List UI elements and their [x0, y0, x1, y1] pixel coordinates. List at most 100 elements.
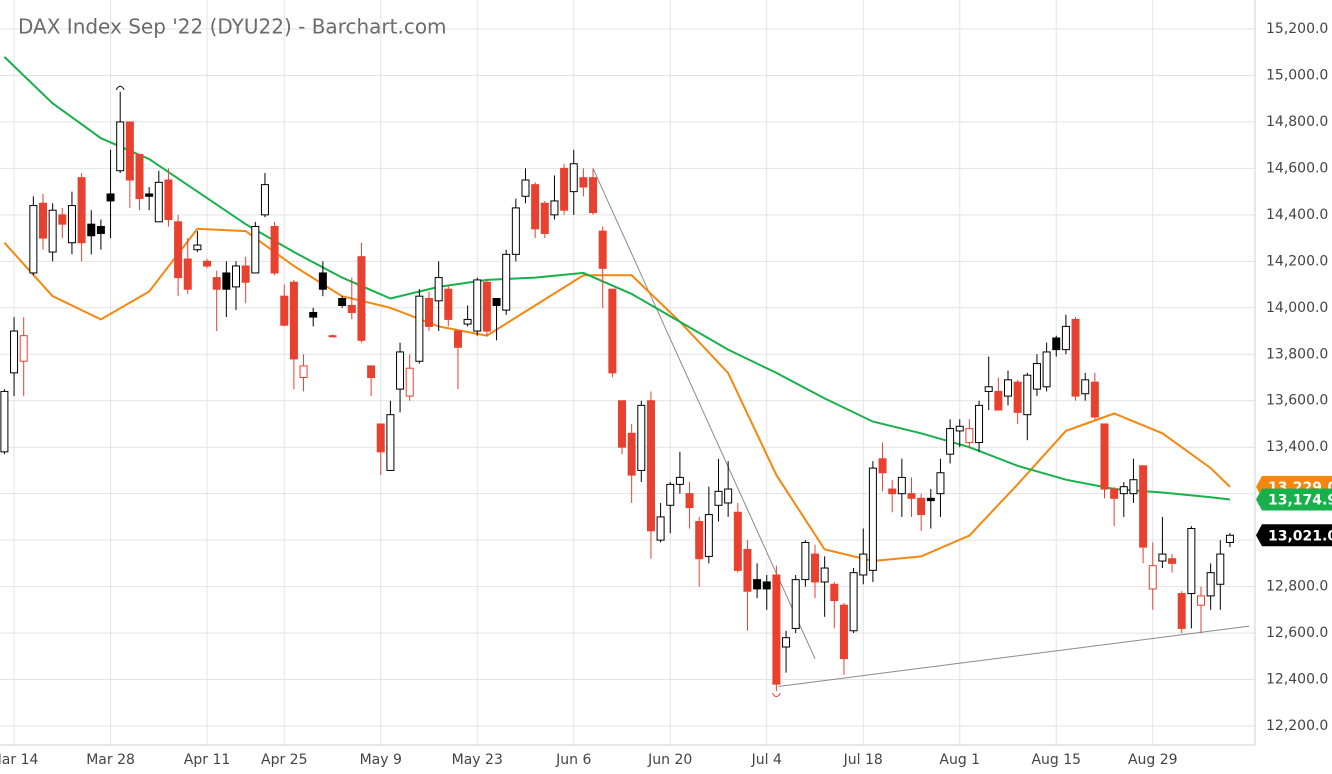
candle-body — [116, 121, 125, 172]
candle-body — [618, 400, 626, 448]
candle-body — [270, 225, 279, 274]
candle-body — [367, 365, 376, 378]
x-tick-label: Jul 4 — [751, 752, 782, 768]
candle-body — [1013, 381, 1022, 413]
x-tick-label: Aug 29 — [1128, 752, 1178, 768]
candle-body — [1216, 553, 1225, 585]
candle-body — [724, 488, 733, 504]
candle-body — [434, 277, 443, 302]
y-tick-label: 14,200.0 — [1266, 253, 1328, 269]
candle-body — [714, 490, 723, 506]
candle-body — [1197, 595, 1205, 606]
candle-body — [96, 225, 105, 234]
candle-body — [1042, 351, 1051, 388]
y-tick-label: 14,600.0 — [1266, 160, 1328, 176]
trend-line — [592, 168, 816, 659]
candle-body — [1052, 337, 1061, 351]
candle-body — [782, 637, 791, 648]
candle-body — [830, 583, 839, 602]
candle-body — [67, 205, 76, 244]
y-tick-label: 12,400.0 — [1266, 672, 1328, 688]
moving-average — [3, 56, 1231, 501]
candle-body — [473, 279, 482, 332]
candle-body — [48, 209, 57, 253]
candle-body — [1090, 381, 1099, 418]
candle-body — [502, 253, 511, 311]
candle-body — [241, 265, 250, 283]
candle-body — [598, 230, 607, 269]
candle-body — [386, 414, 395, 471]
candle-body — [376, 423, 385, 453]
candle-body — [125, 121, 134, 181]
candle-body — [936, 472, 945, 495]
candle-body — [868, 467, 877, 571]
candle-body — [926, 497, 935, 502]
y-tick-label: 13,800.0 — [1266, 346, 1328, 362]
candle-body — [791, 579, 800, 629]
candle-body — [695, 521, 704, 560]
candle-body — [704, 514, 713, 557]
candle-body — [965, 428, 974, 444]
candle-body — [531, 184, 540, 230]
candle-body — [733, 511, 742, 571]
x-tick-label: Mar 14 — [0, 752, 38, 768]
candle-body — [1032, 363, 1041, 390]
candle-body — [1100, 423, 1109, 490]
candle-body — [1061, 325, 1070, 351]
candle-body — [917, 497, 926, 516]
candle-body — [888, 488, 897, 495]
candle-body — [106, 193, 115, 202]
candle-body — [550, 200, 559, 216]
candle-body — [87, 223, 96, 237]
x-tick-label: Mar 28 — [86, 752, 135, 768]
candle-body — [646, 400, 655, 532]
candle-body — [1139, 465, 1148, 548]
y-tick-label: 13,600.0 — [1266, 393, 1328, 409]
candle-body — [955, 425, 964, 432]
candle-body — [1023, 374, 1032, 416]
candle-body — [569, 163, 578, 193]
candle-body — [820, 567, 829, 583]
candle-body — [946, 428, 955, 455]
candle-body — [666, 483, 675, 506]
price-tag-label: 13,174.9 — [1268, 492, 1332, 508]
candle-body — [444, 288, 453, 320]
candle-body — [135, 153, 144, 200]
candle-body — [328, 335, 337, 338]
y-tick-label: 14,800.0 — [1266, 114, 1328, 130]
axes: 12,200.012,400.012,600.012,800.013,000.0… — [0, 21, 1332, 768]
x-tick-label: Aug 15 — [1031, 752, 1081, 768]
y-tick-label: 13,400.0 — [1266, 439, 1328, 455]
candle-body — [637, 404, 646, 471]
price-tag-label: 13,021.0 — [1268, 528, 1332, 544]
candle-body — [685, 493, 694, 509]
candle-body — [579, 177, 588, 188]
y-tick-label: 12,600.0 — [1266, 625, 1328, 641]
candle-body — [1225, 534, 1234, 543]
y-tick-label: 12,200.0 — [1266, 718, 1328, 734]
candle-body — [675, 476, 684, 485]
candle-body — [1129, 479, 1138, 495]
x-tick-label: Jun 20 — [647, 752, 692, 768]
candle-body — [251, 225, 260, 274]
candle-body — [280, 295, 289, 326]
y-tick-label: 12,800.0 — [1266, 579, 1328, 595]
candle-body — [193, 244, 202, 251]
candle-body — [772, 574, 781, 685]
candle-body — [415, 295, 424, 362]
candle-body — [222, 272, 231, 290]
candle-body — [1158, 553, 1167, 562]
x-tick-label: Apr 25 — [261, 752, 307, 768]
candle-body — [299, 365, 308, 378]
candle-body — [260, 184, 269, 216]
candle-body — [627, 432, 636, 476]
candle-body — [743, 548, 752, 592]
candle-body — [19, 335, 28, 362]
candle-body — [232, 265, 240, 288]
candle-body — [897, 476, 906, 495]
candle-body — [318, 272, 327, 290]
candle-body — [289, 281, 298, 360]
chart-title: DAX Index Sep '22 (DYU22) - Barchart.com — [18, 15, 447, 39]
candle-body — [10, 330, 19, 374]
